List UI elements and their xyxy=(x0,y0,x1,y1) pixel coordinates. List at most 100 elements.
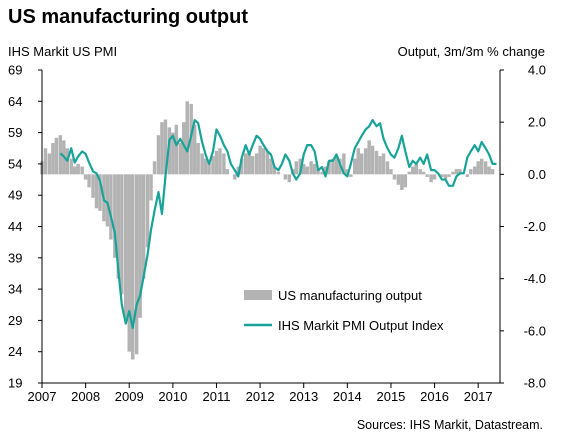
x-tick-label: 2008 xyxy=(71,389,100,404)
output-bar xyxy=(43,148,48,175)
output-bar xyxy=(174,124,179,175)
right-tick-label: 0.0 xyxy=(528,167,546,182)
output-bar xyxy=(487,166,491,175)
x-tick-label: 2010 xyxy=(158,389,187,404)
output-bar xyxy=(105,174,110,227)
output-bar xyxy=(87,174,91,188)
x-tick-label: 2013 xyxy=(289,389,318,404)
output-bar xyxy=(490,169,495,175)
source-note: Sources: IHS Markit, Datastream. xyxy=(356,418,543,432)
output-bar xyxy=(378,156,382,175)
output-bar xyxy=(222,153,226,175)
output-bar xyxy=(367,140,371,175)
output-bar xyxy=(160,122,164,175)
output-bar xyxy=(353,158,357,175)
output-bar xyxy=(327,161,331,175)
output-bar xyxy=(411,166,415,175)
right-tick-label: 4.0 xyxy=(528,63,546,78)
output-bar xyxy=(185,101,189,175)
output-bar xyxy=(109,174,113,240)
left-tick-label: 54 xyxy=(8,156,22,171)
output-bar xyxy=(272,166,277,175)
output-bar xyxy=(120,174,124,295)
output-bar xyxy=(356,148,360,175)
output-bar xyxy=(381,153,386,175)
output-bar xyxy=(440,174,444,177)
output-bar xyxy=(265,150,270,175)
output-bar xyxy=(432,174,437,180)
output-bar xyxy=(113,174,117,258)
left-tick-label: 19 xyxy=(8,376,22,391)
right-tick-label: -6.0 xyxy=(524,323,546,338)
output-bar xyxy=(134,174,139,355)
output-bar xyxy=(360,153,364,175)
output-bar xyxy=(76,163,80,175)
output-bar xyxy=(124,174,128,318)
output-bar xyxy=(283,174,288,180)
output-bar xyxy=(141,174,146,279)
x-tick-label: 2009 xyxy=(115,389,144,404)
output-bar xyxy=(269,158,273,175)
output-bar xyxy=(83,174,88,180)
x-tick-label: 2014 xyxy=(333,389,362,404)
output-bar xyxy=(247,150,251,175)
output-bar xyxy=(374,150,379,175)
left-tick-label: 59 xyxy=(8,125,22,140)
x-tick-label: 2011 xyxy=(202,389,230,404)
legend-bar-swatch xyxy=(244,290,272,300)
output-bar xyxy=(345,169,350,175)
output-bar xyxy=(261,148,266,175)
output-bar xyxy=(342,153,346,175)
output-bar xyxy=(80,166,84,175)
output-bar xyxy=(301,163,306,175)
output-bar xyxy=(309,161,313,175)
x-tick-label: 2007 xyxy=(28,389,57,404)
output-bar xyxy=(323,166,328,175)
right-tick-label: -4.0 xyxy=(524,271,546,286)
output-bar xyxy=(385,161,390,175)
output-bar xyxy=(214,150,219,175)
pmi-output-line xyxy=(59,118,497,330)
output-bar xyxy=(152,161,157,175)
output-bar xyxy=(407,171,411,175)
legend-bar-label: US manufacturing output xyxy=(278,288,422,303)
output-bar xyxy=(200,153,204,175)
output-bar xyxy=(429,174,433,183)
x-tick-label: 2016 xyxy=(420,389,449,404)
output-bar xyxy=(182,122,186,175)
output-bar xyxy=(287,174,292,183)
output-bar xyxy=(403,174,408,188)
output-bar xyxy=(421,171,426,175)
output-bar xyxy=(370,145,375,175)
output-bar xyxy=(465,174,470,177)
output-bar xyxy=(331,158,335,175)
right-tick-label: -8.0 xyxy=(524,376,546,391)
output-bar xyxy=(58,135,63,175)
legend-line-label: IHS Markit PMI Output Index xyxy=(278,318,444,333)
output-bar xyxy=(414,163,418,175)
output-bar xyxy=(51,143,55,175)
output-bar xyxy=(451,171,455,175)
output-bar xyxy=(203,158,208,175)
output-bar xyxy=(91,174,95,198)
output-bar xyxy=(171,132,175,175)
left-tick-label: 49 xyxy=(8,188,22,203)
output-bar xyxy=(54,137,59,175)
output-bar xyxy=(250,156,255,175)
output-bar xyxy=(233,174,237,180)
output-bar xyxy=(211,156,215,175)
output-bar xyxy=(116,174,121,279)
right-tick-label: -2.0 xyxy=(524,219,546,234)
left-tick-label: 24 xyxy=(8,344,22,359)
left-tick-label: 34 xyxy=(8,282,22,297)
output-bar xyxy=(305,166,309,175)
output-bar xyxy=(236,166,241,175)
output-bar xyxy=(276,171,281,175)
output-bar xyxy=(218,148,222,175)
output-bar xyxy=(145,174,150,248)
right-tick-label: 2.0 xyxy=(528,115,546,130)
left-tick-label: 69 xyxy=(8,63,22,78)
output-bar xyxy=(258,145,262,175)
left-axis-label: IHS Markit US PMI xyxy=(8,44,118,59)
